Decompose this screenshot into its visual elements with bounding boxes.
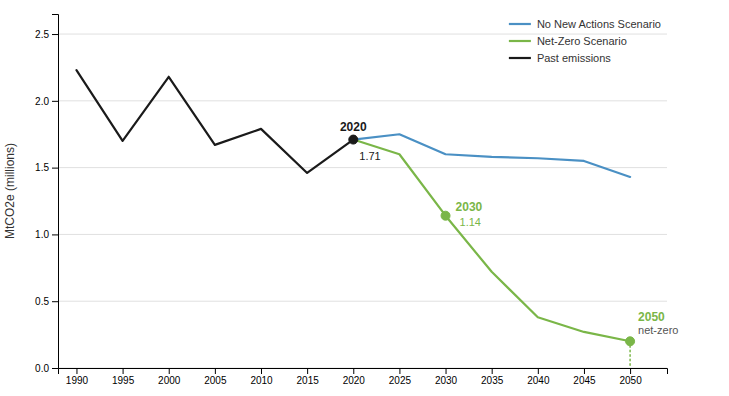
x-tick: 2040	[527, 368, 550, 386]
x-tick-label: 2045	[573, 375, 596, 386]
y-tick-mark	[52, 301, 58, 302]
y-tick: 0.5	[35, 296, 58, 307]
x-tick: 2000	[158, 368, 181, 386]
x-tick-label: 2040	[527, 375, 550, 386]
y-tick-label: 0.5	[35, 296, 49, 307]
y-tick-label: 0.0	[35, 363, 49, 374]
plot: 1990 1995 2000 2005 2010 2015 2020 2025 2030 2035…	[3, 15, 678, 387]
x-tick-mark	[169, 368, 170, 374]
x-tick: 2020	[343, 368, 366, 386]
annotation-marker	[626, 337, 635, 346]
x-tick-label: 1990	[66, 375, 89, 386]
x-tick-label: 2030	[435, 375, 458, 386]
x-tick-mark	[123, 368, 124, 374]
x-tick-label: 1995	[112, 375, 135, 386]
x-tick: 2045	[573, 368, 596, 386]
y-tick: 1.5	[35, 162, 58, 173]
legend-swatch	[509, 23, 531, 25]
x-tick-mark	[446, 368, 447, 374]
x-tick: 2010	[250, 368, 273, 386]
x-tick-mark	[584, 368, 585, 374]
x-tick: 2015	[297, 368, 320, 386]
x-tick-mark	[215, 368, 216, 374]
y-tick-mark	[52, 34, 58, 35]
series-line	[353, 140, 630, 342]
x-tick: 2030	[435, 368, 458, 386]
y-tick-mark	[52, 368, 58, 369]
x-tick-label: 2010	[250, 375, 273, 386]
grid-line	[58, 100, 667, 101]
x-tick-label: 2050	[619, 375, 642, 386]
x-tick: 2035	[481, 368, 504, 386]
x-tick-mark	[261, 368, 262, 374]
y-tick-label: 1.5	[35, 162, 49, 173]
y-tick: 2.5	[35, 29, 58, 40]
annotation-note: 1.14	[460, 216, 481, 228]
x-tick-mark	[76, 368, 77, 374]
x-tick-mark	[399, 368, 400, 374]
y-tick-mark	[52, 101, 58, 102]
x-tick-mark	[492, 368, 493, 374]
x-tick-label: 2015	[297, 375, 320, 386]
x-tick-label: 2000	[158, 375, 181, 386]
x-tick: 1995	[112, 368, 135, 386]
annotation-note: net-zero	[638, 324, 678, 336]
y-axis-line	[52, 15, 59, 369]
y-tick-label: 2.0	[35, 96, 49, 107]
legend-label: Net-Zero Scenario	[537, 35, 627, 47]
x-tick-mark	[353, 368, 354, 374]
grid-line	[58, 301, 667, 302]
x-tick-mark	[538, 368, 539, 374]
series-line	[353, 134, 630, 177]
x-tick-mark	[307, 368, 308, 374]
annotation-label: 2050	[638, 310, 665, 324]
x-tick-mark	[630, 368, 631, 374]
grid-line	[58, 234, 667, 235]
y-tick-label: 1.0	[35, 229, 49, 240]
legend-swatch	[509, 57, 531, 59]
y-tick-mark	[52, 234, 58, 235]
x-tick-label: 2020	[343, 375, 366, 386]
x-tick: 1990	[66, 368, 89, 386]
y-tick: 2.0	[35, 96, 58, 107]
legend-label: Past emissions	[537, 52, 611, 64]
legend-swatch	[509, 40, 531, 42]
legend-label: No New Actions Scenario	[537, 18, 661, 30]
annotation-marker	[349, 135, 358, 144]
legend-item: Past emissions	[509, 52, 611, 64]
legend-item: No New Actions Scenario	[509, 18, 661, 30]
series-line	[76, 70, 353, 173]
x-tick-label: 2005	[204, 375, 227, 386]
x-tick: 2025	[389, 368, 412, 386]
annotation-note: 1.71	[359, 150, 380, 162]
legend: No New Actions Scenario Net-Zero Scenario…	[509, 18, 661, 64]
grid	[58, 34, 667, 368]
chart: 1990 1995 2000 2005 2010 2015 2020 2025 2030 2035…	[0, 0, 729, 396]
x-tick: 2050	[619, 368, 642, 386]
annotation-label: 2030	[456, 200, 483, 214]
y-tick: 1.0	[35, 229, 58, 240]
grid-line	[58, 167, 667, 168]
x-axis: 1990 1995 2000 2005 2010 2015 2020 2025 2030 2035…	[59, 368, 668, 386]
annotation-label: 2020	[340, 120, 367, 134]
x-tick-label: 2025	[389, 375, 412, 386]
y-axis-label: MtCO2e (millions)	[3, 143, 17, 239]
legend-item: Net-Zero Scenario	[509, 35, 627, 47]
y-tick-label: 2.5	[35, 29, 49, 40]
x-tick: 2005	[204, 368, 227, 386]
annotations: 2020 1.71 2030 1.14 2050net-zero	[340, 120, 679, 337]
x-tick-label: 2035	[481, 375, 504, 386]
marks	[76, 70, 634, 368]
y-axis: 0.0 0.5 1.0 1.5 2.0 2.5	[35, 15, 58, 374]
y-tick-mark	[52, 168, 58, 169]
annotation-marker	[441, 211, 450, 220]
x-axis-line	[59, 369, 668, 375]
y-tick: 0.0	[35, 363, 58, 374]
